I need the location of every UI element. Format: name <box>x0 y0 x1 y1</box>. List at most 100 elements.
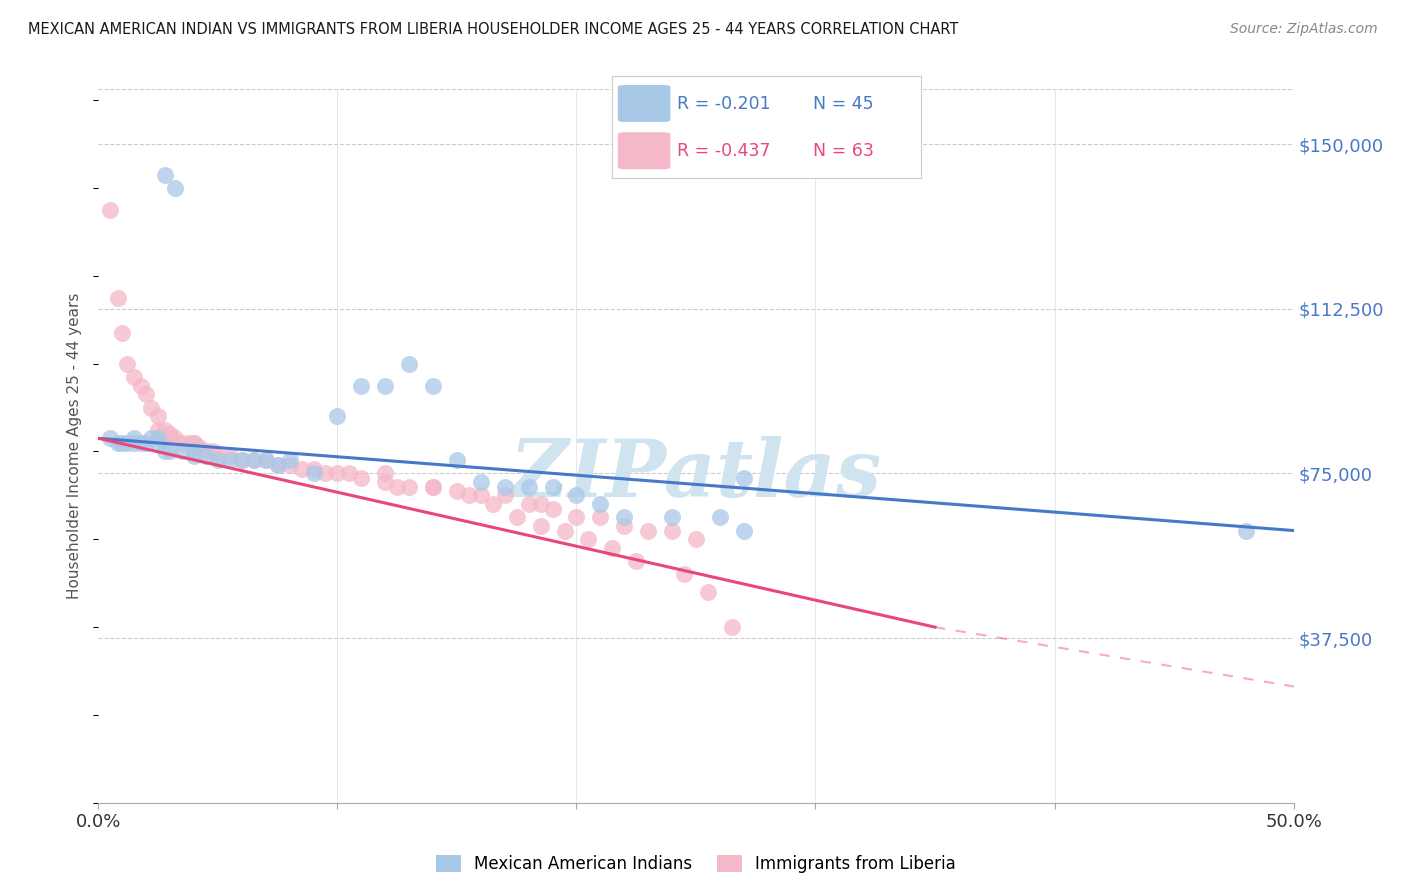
Point <box>183 435 205 450</box>
Point <box>733 524 755 538</box>
Point <box>446 483 468 498</box>
Point <box>302 467 325 481</box>
Point <box>517 480 540 494</box>
Point <box>422 480 444 494</box>
Point <box>350 471 373 485</box>
Point <box>350 378 373 392</box>
Point <box>291 462 314 476</box>
Text: Source: ZipAtlas.com: Source: ZipAtlas.com <box>1230 22 1378 37</box>
Point <box>374 475 396 490</box>
Point <box>481 497 505 511</box>
Point <box>163 181 186 195</box>
Point <box>254 453 277 467</box>
Point <box>398 357 420 371</box>
Point <box>131 378 153 392</box>
Point <box>278 453 301 467</box>
Point <box>267 458 290 472</box>
Point <box>602 541 624 555</box>
Point <box>115 357 138 371</box>
Point <box>697 585 720 599</box>
Point <box>374 467 396 481</box>
Point <box>231 453 253 467</box>
Text: N = 45: N = 45 <box>813 95 873 112</box>
Point <box>529 497 551 511</box>
Y-axis label: Householder Income Ages 25 - 44 years: Householder Income Ages 25 - 44 years <box>67 293 83 599</box>
Point <box>111 326 134 340</box>
Point <box>148 423 170 437</box>
Point <box>315 467 337 481</box>
Point <box>98 431 122 445</box>
Point <box>135 435 157 450</box>
Point <box>124 369 146 384</box>
Point <box>685 533 707 547</box>
Point <box>111 435 134 450</box>
Point <box>155 423 177 437</box>
Point <box>302 462 325 476</box>
Point <box>326 467 349 481</box>
Point <box>107 435 129 450</box>
Point <box>163 431 186 445</box>
FancyBboxPatch shape <box>617 85 671 122</box>
Point <box>733 471 755 485</box>
Point <box>613 510 636 524</box>
Point <box>385 480 409 494</box>
Point <box>506 510 529 524</box>
Point <box>541 501 564 516</box>
Point <box>709 510 731 524</box>
Point <box>589 510 612 524</box>
Point <box>115 435 138 450</box>
Point <box>243 453 266 467</box>
Point <box>148 435 170 450</box>
Point <box>721 620 744 634</box>
Point <box>187 440 209 454</box>
Point <box>446 453 468 467</box>
Point <box>661 524 683 538</box>
Point <box>155 168 177 182</box>
Point <box>541 480 564 494</box>
Point <box>661 510 683 524</box>
Point <box>458 488 481 502</box>
Point <box>219 453 242 467</box>
Point <box>194 444 218 458</box>
Point <box>529 519 551 533</box>
Point <box>339 467 360 481</box>
Point <box>254 453 277 467</box>
Point <box>1234 524 1257 538</box>
Point <box>613 519 636 533</box>
Point <box>422 378 444 392</box>
Point <box>278 458 301 472</box>
Point <box>554 524 576 538</box>
Point <box>172 435 194 450</box>
Point <box>494 480 516 494</box>
Point <box>565 488 588 502</box>
Point <box>139 431 162 445</box>
Text: MEXICAN AMERICAN INDIAN VS IMMIGRANTS FROM LIBERIA HOUSEHOLDER INCOME AGES 25 - : MEXICAN AMERICAN INDIAN VS IMMIGRANTS FR… <box>28 22 959 37</box>
Point <box>243 453 266 467</box>
Point <box>155 444 177 458</box>
Point <box>183 435 205 450</box>
Text: ZIPatlas: ZIPatlas <box>510 436 882 513</box>
Point <box>148 431 170 445</box>
FancyBboxPatch shape <box>617 132 671 169</box>
Point <box>626 554 648 568</box>
Point <box>637 524 659 538</box>
Point <box>374 378 396 392</box>
Point <box>107 291 129 305</box>
Point <box>470 488 492 502</box>
Text: R = -0.201: R = -0.201 <box>676 95 770 112</box>
Point <box>576 533 599 547</box>
Point <box>98 202 122 217</box>
Point <box>172 444 194 458</box>
Point <box>194 449 218 463</box>
Point <box>398 480 420 494</box>
Point <box>148 409 170 424</box>
Point <box>183 449 205 463</box>
Point <box>231 453 253 467</box>
Legend: Mexican American Indians, Immigrants from Liberia: Mexican American Indians, Immigrants fro… <box>429 848 963 880</box>
Point <box>219 449 242 463</box>
Point <box>565 510 588 524</box>
Point <box>207 449 229 463</box>
Point <box>267 458 290 472</box>
Point <box>202 444 225 458</box>
Point <box>124 431 146 445</box>
